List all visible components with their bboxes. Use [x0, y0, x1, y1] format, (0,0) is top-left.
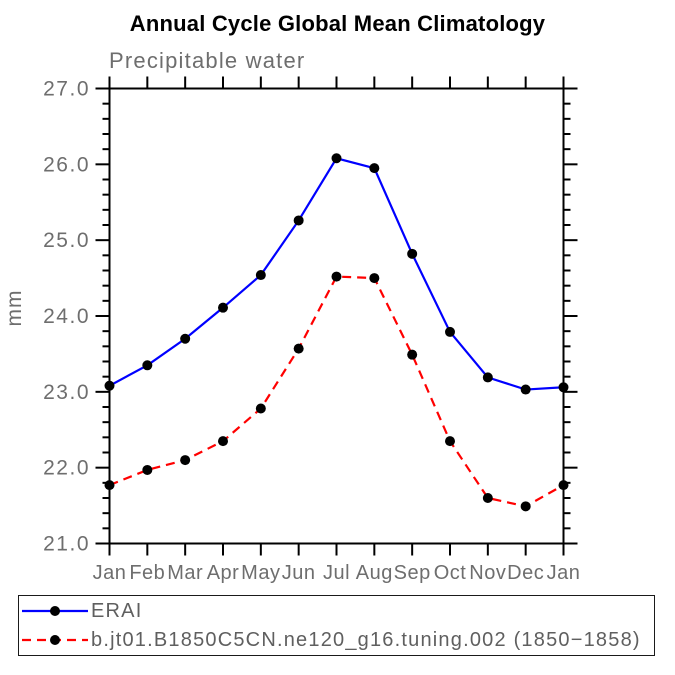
x-tick-label: Jan	[547, 562, 581, 584]
data-point-marker	[520, 501, 531, 512]
data-point-marker	[104, 380, 115, 391]
data-point-marker	[369, 163, 380, 174]
x-tick-label: Apr	[207, 562, 240, 584]
y-axis-title: mm	[3, 290, 26, 327]
x-tick-label: Mar	[167, 562, 203, 584]
data-point-marker	[218, 436, 228, 447]
data-point-marker	[180, 455, 191, 466]
x-tick-label: Jun	[282, 562, 316, 584]
x-tick-label: Jan	[93, 562, 127, 584]
y-tick-label: 25.0	[43, 229, 90, 252]
data-point-marker	[369, 273, 380, 284]
chart-subtitle: Precipitable water	[109, 48, 305, 73]
axes: Jan Feb Mar Apr May Jun Jul Aug Sep Oct Nov Dec Jan2…	[43, 76, 581, 584]
x-tick-label: May	[241, 562, 280, 584]
data-point-marker	[255, 270, 266, 281]
x-tick-label: Sep	[394, 562, 431, 584]
model-line	[109, 275, 565, 508]
data-point-marker	[520, 384, 531, 395]
legend-label-model: b.jt01.B1850C5CN.ne120_g16.tuning.002 (1…	[91, 628, 641, 651]
legend-sample-solid	[22, 606, 88, 616]
data-point-marker	[407, 349, 418, 360]
chart-title: Annual Cycle Global Mean Climatology	[129, 11, 546, 36]
legend-label-erai: ERAI	[91, 599, 143, 622]
y-tick-label: 22.0	[43, 457, 90, 480]
x-tick-label: Oct	[434, 562, 467, 584]
data-point-marker	[331, 153, 342, 164]
legend-entry-erai: ERAI	[21, 597, 654, 625]
data-point-marker	[255, 403, 266, 414]
y-tick-label: 26.0	[43, 153, 90, 176]
legend-sample-dashed	[22, 635, 88, 645]
data-point-marker	[445, 436, 455, 447]
legend-marker-icon	[50, 635, 60, 645]
y-tick-label: 27.0	[43, 78, 90, 101]
data-point-marker	[558, 382, 569, 393]
x-tick-label: Aug	[356, 562, 393, 584]
series-lines	[104, 153, 569, 512]
x-tick-label: Nov	[469, 562, 506, 584]
data-point-marker	[407, 248, 418, 259]
data-point-marker	[558, 480, 569, 491]
data-point-marker	[445, 326, 455, 337]
x-tick-label: Jul	[323, 562, 350, 584]
data-point-marker	[331, 271, 342, 282]
y-tick-label: 23.0	[43, 381, 90, 404]
x-tick-label: Feb	[129, 562, 165, 584]
data-point-marker	[142, 464, 153, 475]
x-tick-label: Dec	[507, 562, 544, 584]
legend-marker-icon	[50, 606, 60, 616]
data-point-marker	[293, 215, 304, 226]
legend: ERAI b.jt01.B1850C5CN.ne120_g16.tuning.0…	[18, 595, 655, 656]
data-point-marker	[180, 333, 191, 344]
data-point-marker	[293, 343, 304, 354]
legend-entry-model: b.jt01.B1850C5CN.ne120_g16.tuning.002 (1…	[21, 626, 654, 654]
y-tick-label: 21.0	[43, 533, 90, 556]
data-point-marker	[218, 302, 228, 313]
data-point-marker	[482, 372, 493, 383]
data-point-marker	[142, 360, 153, 371]
data-point-marker	[482, 493, 493, 503]
data-point-marker	[104, 480, 115, 491]
y-tick-label: 24.0	[43, 305, 90, 328]
